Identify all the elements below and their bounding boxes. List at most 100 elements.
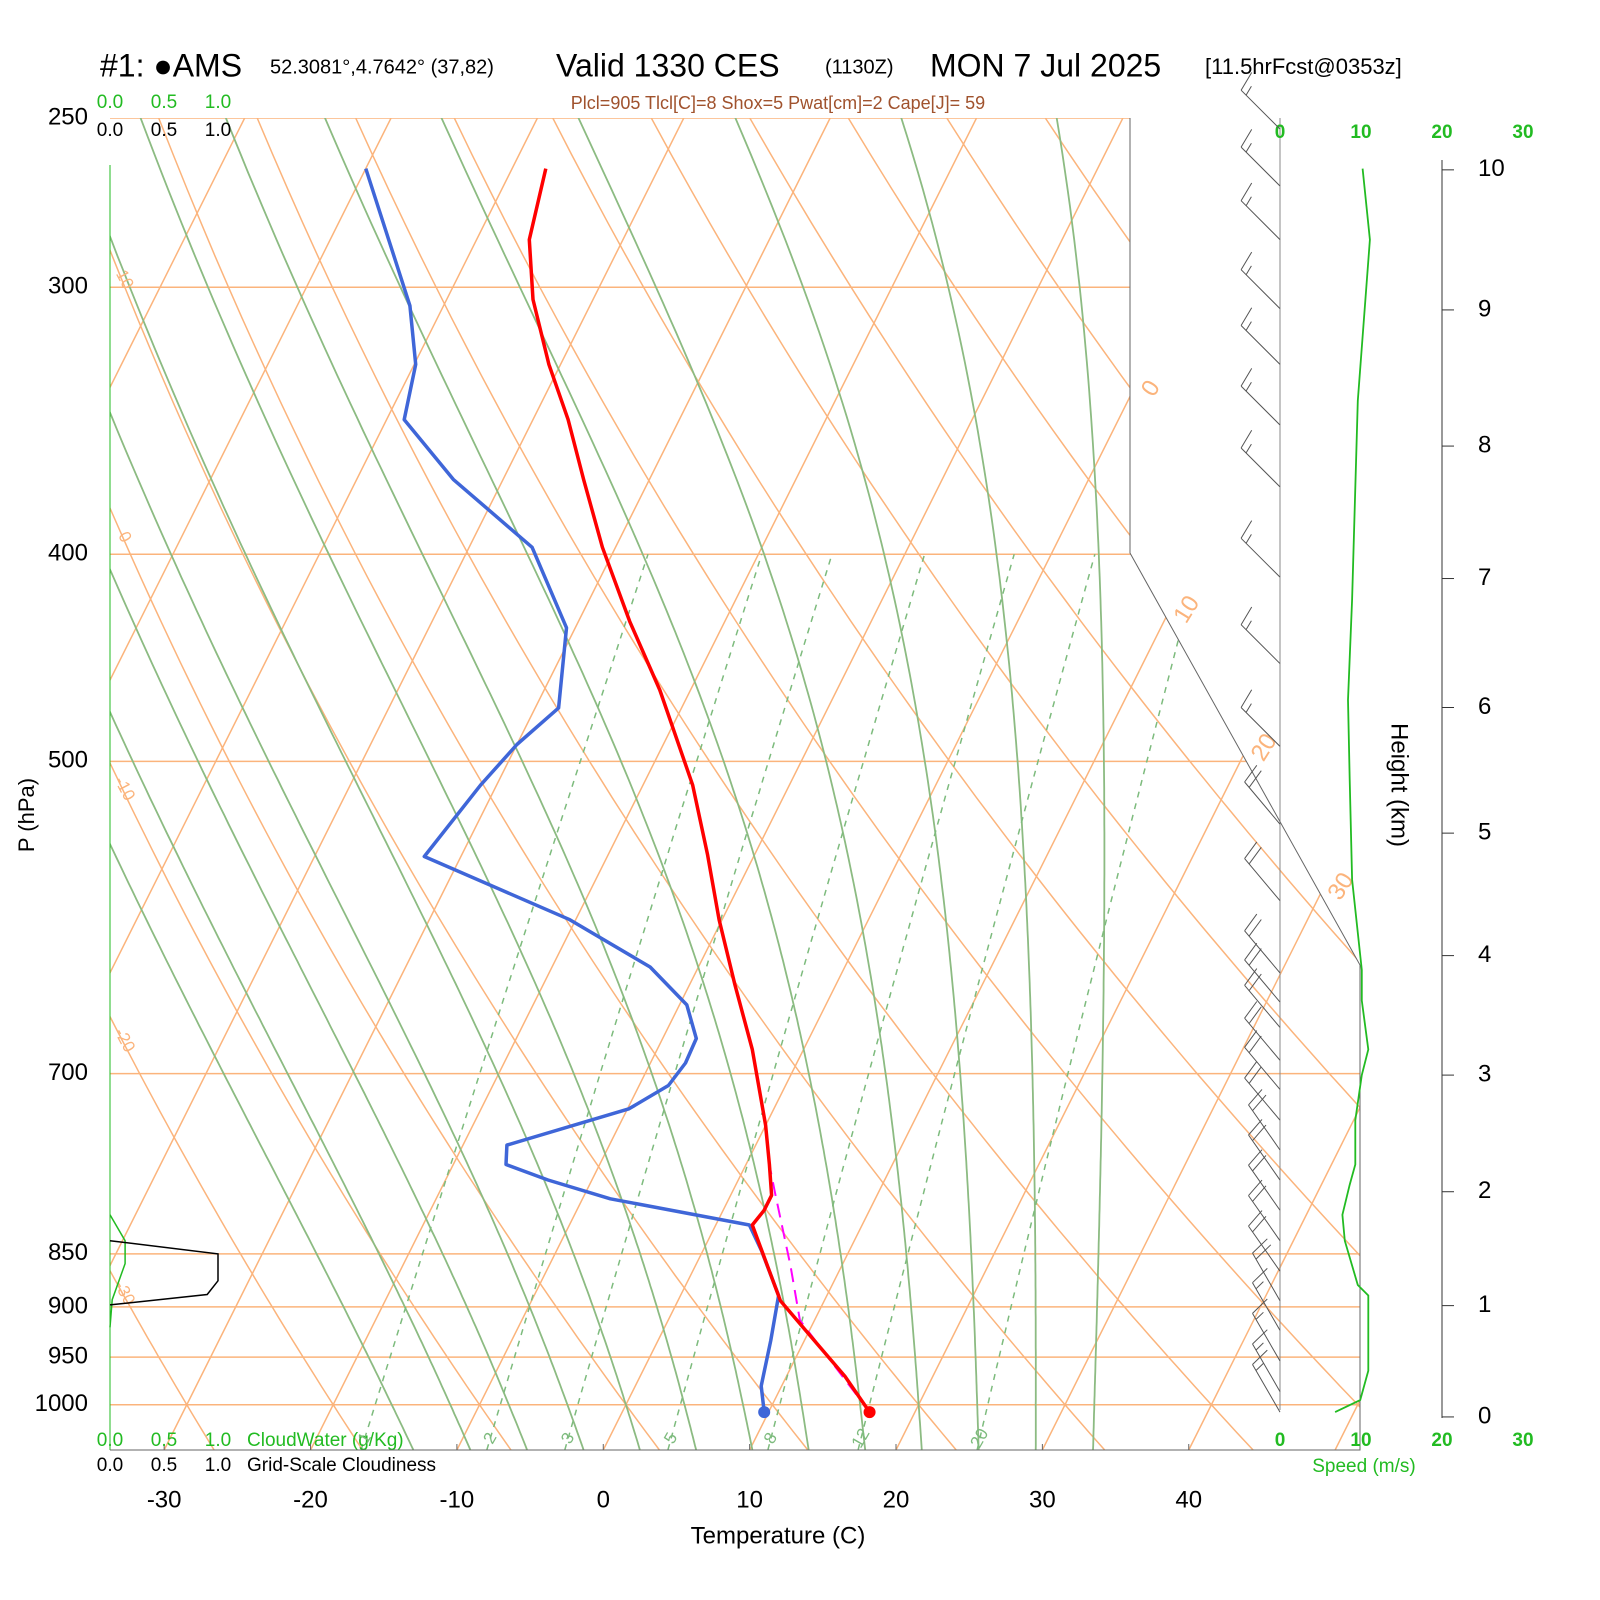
isotherm: [895, 118, 1360, 1450]
x-tick-label: -10: [440, 1486, 475, 1513]
wind-barb: [1252, 1349, 1281, 1413]
dry-adiabat: [110, 118, 221, 1450]
title-forecast: [11.5hrFcst@0353z]: [1205, 54, 1402, 79]
speed-tick-label: 0: [1275, 122, 1286, 143]
parcel-line: [768, 1164, 871, 1413]
cloud-tick-label: 0.5: [151, 1455, 177, 1476]
y2-tick-label: 0: [1478, 1402, 1491, 1429]
dry-adiabat: [110, 118, 667, 1450]
dry-adiabat: [240, 118, 1114, 1450]
y2-tick-label: 8: [1478, 431, 1491, 458]
wind-barb: [1244, 841, 1281, 902]
isotherm: [110, 118, 539, 1450]
wind-barb: [1244, 1030, 1281, 1090]
dry-adiabat: [532, 118, 1360, 1450]
y-axis-label: P (hPa): [14, 778, 39, 852]
moist-adiabat: [110, 118, 644, 1450]
dewpoint-line: [364, 168, 781, 1413]
moist-adiabat: [718, 118, 980, 1450]
temperature-line: [527, 168, 872, 1414]
mixing-ratio-label: 8: [760, 1429, 781, 1447]
moist-adiabat: [888, 118, 1037, 1450]
cloudwater-label: CloudWater (g/Kg): [247, 1430, 404, 1451]
cloud-tick-label: 0.5: [151, 120, 177, 141]
isotherm: [110, 118, 246, 1450]
wind-barb: [1244, 1001, 1281, 1061]
speed-tick-label: 30: [1512, 122, 1533, 143]
cloud-tick-label: 0.5: [151, 92, 177, 113]
y2-tick-label: 7: [1478, 564, 1491, 591]
y2-tick-label: 5: [1478, 818, 1491, 845]
speed-tick-label: 20: [1431, 122, 1452, 143]
x-tick-label: -20: [293, 1486, 328, 1513]
cloud-tick-label: 0.0: [97, 92, 123, 113]
cloud-tick-label: 1.0: [205, 92, 231, 113]
moist-adiabat: [1049, 118, 1106, 1450]
y2-tick-label: 10: [1478, 155, 1505, 182]
mixing-ratio-label: 3: [557, 1429, 578, 1447]
speed-tick-label: 10: [1350, 122, 1371, 143]
moist-adiabat: [110, 118, 588, 1450]
isotherm-label: 10: [1168, 591, 1205, 628]
isotherm: [1188, 118, 1360, 1450]
wind-barb: [1240, 689, 1281, 747]
moist-adiabat: [110, 118, 532, 1450]
y-tick-label: 900: [48, 1292, 88, 1319]
y2-tick-label: 9: [1478, 295, 1491, 322]
x-axis-label: Temperature (C): [691, 1522, 866, 1549]
title-valid: Valid 1330 CES: [556, 47, 780, 83]
dry-adiabat: [727, 118, 1360, 1450]
cloudwater-line: [109, 1214, 126, 1328]
y-tick-label: 500: [48, 747, 88, 774]
y-tick-label: 950: [48, 1342, 88, 1369]
wind-barb: [1240, 430, 1281, 488]
cloudiness-line: [109, 1239, 219, 1306]
diagram-border: [110, 118, 1361, 1451]
moist-adiabat: [125, 118, 700, 1450]
mixing-ratio-line: [667, 553, 926, 1450]
title-station: #1: ●AMS: [100, 47, 242, 83]
isotherm: [1041, 118, 1360, 1450]
y2-tick-label: 6: [1478, 693, 1491, 720]
speed-tick-label: 0: [1275, 1430, 1286, 1451]
y2-tick-label: 1: [1478, 1291, 1491, 1318]
moist-adiabat: [110, 118, 419, 1450]
wind-barb: [1240, 368, 1281, 426]
dry-adiabat: [630, 118, 1360, 1450]
mixing-ratio-line: [360, 553, 649, 1450]
speed-tick-label: 30: [1512, 1430, 1533, 1451]
x-tick-label: 30: [1029, 1486, 1056, 1513]
dry-adiabat: [110, 118, 518, 1450]
y-tick-label: 1000: [35, 1390, 88, 1417]
wind-barb: [1252, 1268, 1281, 1331]
isotherm: [163, 118, 831, 1450]
y-tick-label: 300: [48, 273, 88, 300]
title-date: MON 7 Jul 2025: [930, 47, 1161, 83]
wind-barb: [1252, 1329, 1281, 1392]
y-tick-label: 850: [48, 1239, 88, 1266]
cloud-tick-label: 1.0: [205, 120, 231, 141]
mixing-ratio-label: 20: [966, 1425, 992, 1451]
speed-tick-label: 20: [1431, 1430, 1452, 1451]
y2-tick-label: 2: [1478, 1177, 1491, 1204]
wind-barb: [1240, 251, 1281, 309]
wind-barb: [1240, 72, 1281, 130]
dry-adiabat-label: 10: [112, 267, 138, 293]
moist-adiabat: [423, 118, 867, 1450]
isotherm-label: 0: [1136, 376, 1166, 402]
dry-adiabat: [110, 118, 816, 1450]
dry-adiabat: [143, 118, 965, 1450]
y-tick-label: 250: [48, 103, 88, 130]
wind-barb: [1240, 307, 1281, 365]
y2-axis-label: Height (km): [1386, 723, 1413, 847]
wind-speed-line: [1334, 168, 1371, 1413]
title-zulu: (1130Z): [825, 56, 894, 78]
mixing-ratio-line: [767, 553, 1015, 1450]
dry-adiabat: [435, 118, 1360, 1450]
wind-barb: [1244, 942, 1281, 1003]
dry-adiabat: [825, 118, 1360, 1450]
mixing-ratio-label: 5: [660, 1429, 681, 1447]
speed-axis-label: Speed (m/s): [1312, 1456, 1415, 1477]
